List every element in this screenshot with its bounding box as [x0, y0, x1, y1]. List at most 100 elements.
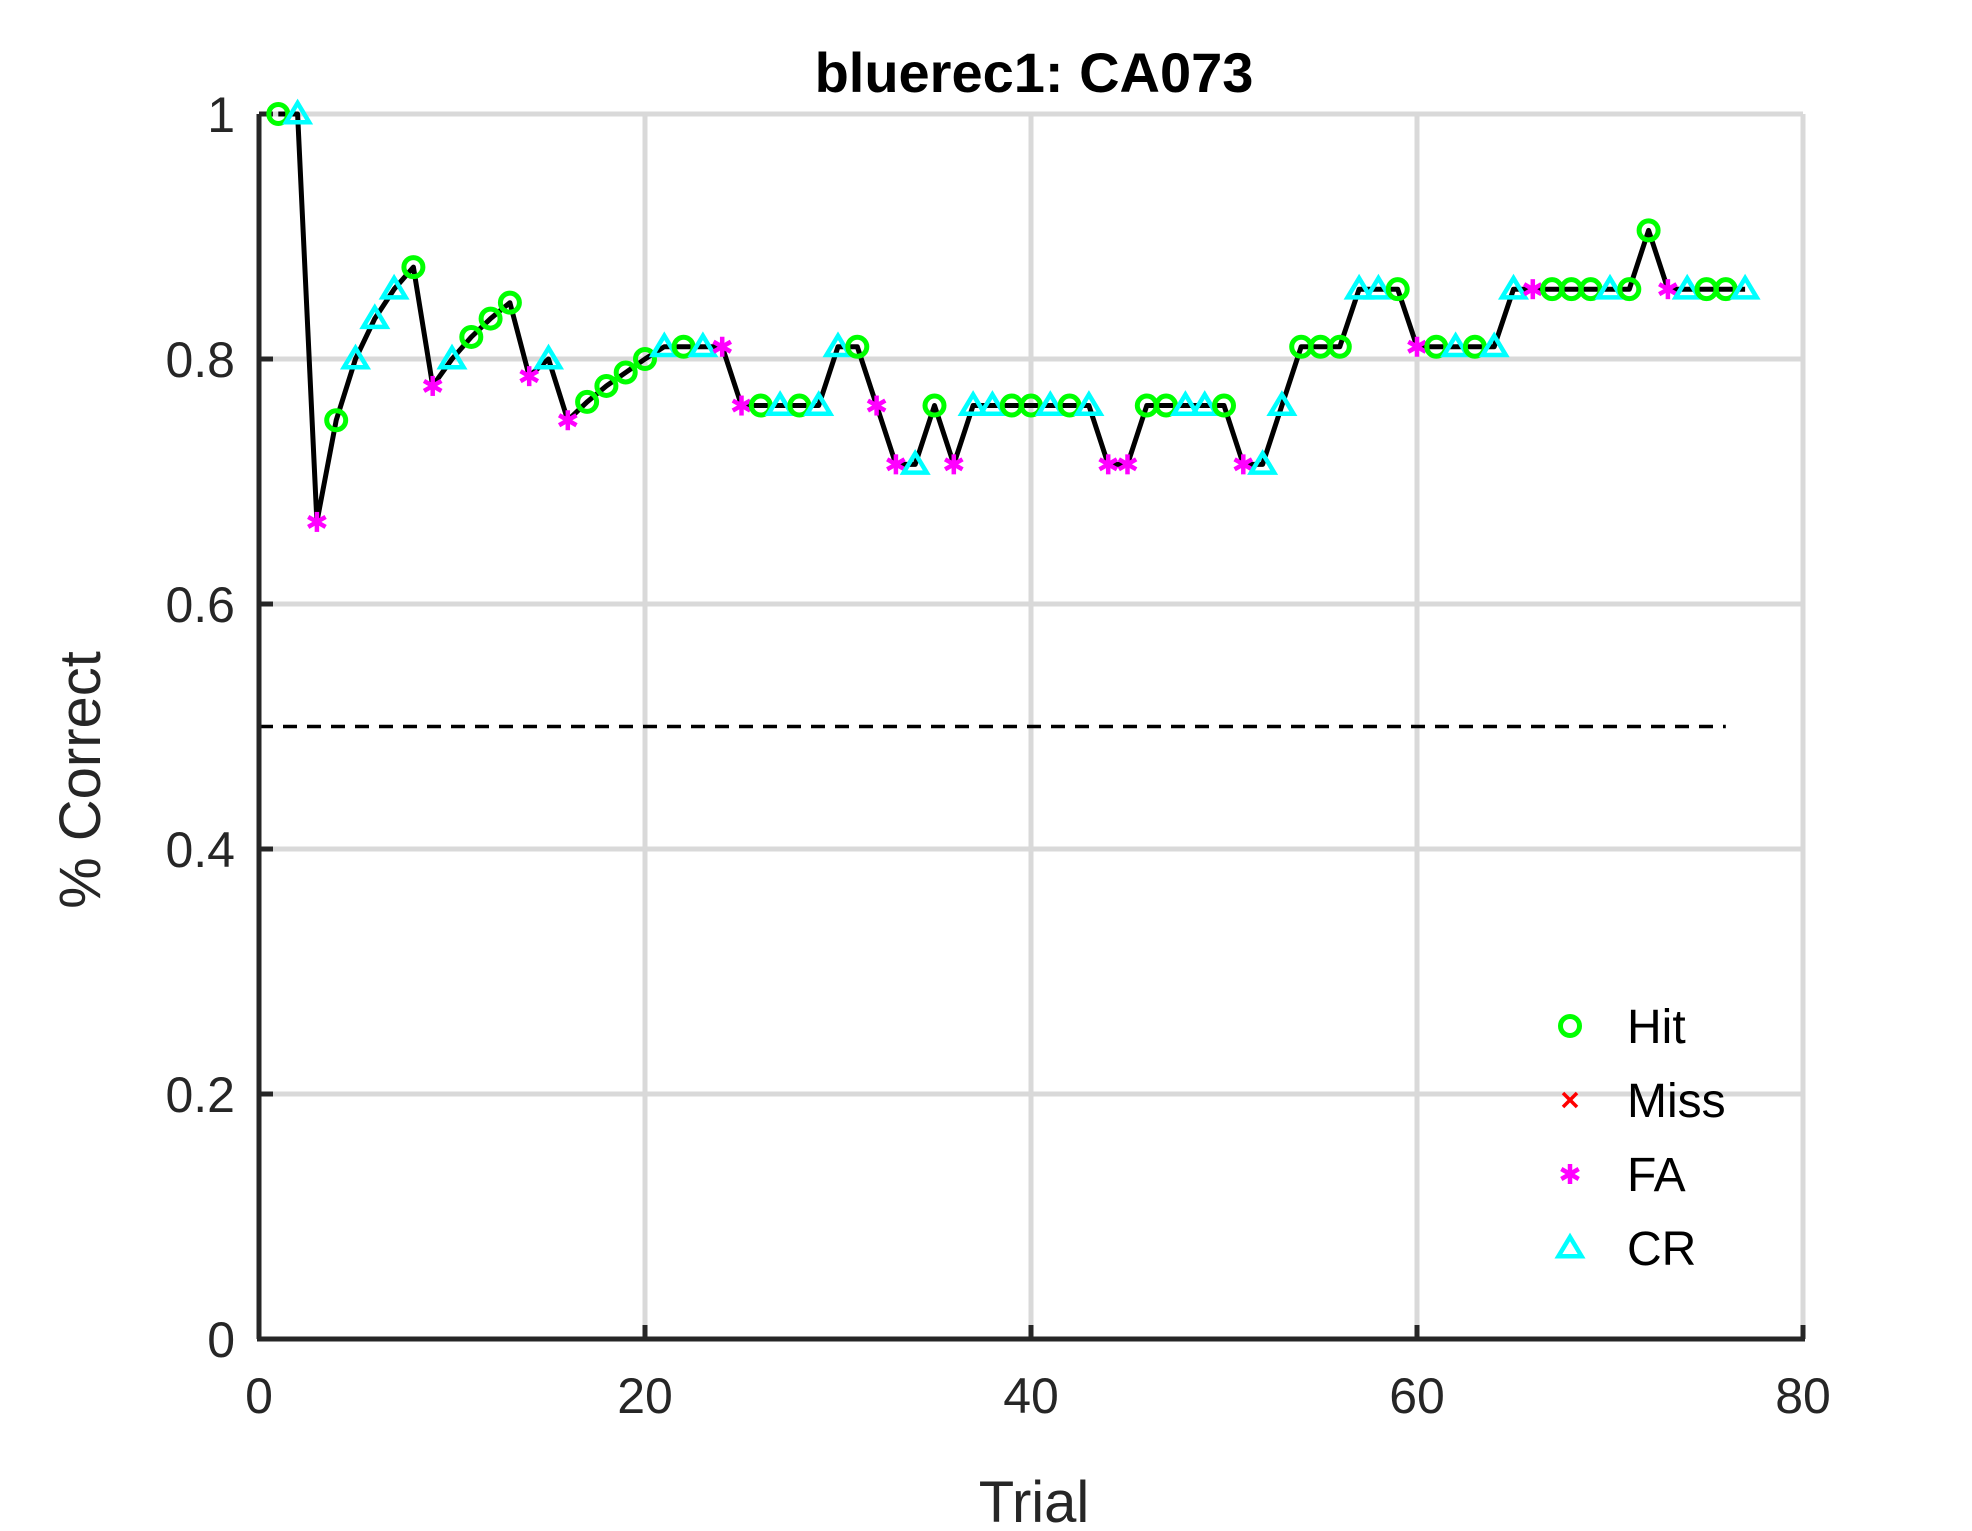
trial-marker-cr: [1073, 390, 1105, 417]
trial-marker-cr: [1266, 390, 1298, 417]
asterisk-stroke: [557, 413, 578, 428]
trial-marker-fa: [519, 366, 540, 387]
trial-marker-cr: [1671, 273, 1703, 300]
trial-marker-cr: [899, 448, 931, 475]
trial-marker-hit: [401, 255, 426, 280]
trial-marker-cr: [822, 331, 854, 358]
trial-marker-cr: [1247, 448, 1279, 475]
asterisk-stroke: [1658, 282, 1678, 297]
trial-marker-cr: [1343, 273, 1375, 300]
trial-marker-cr: [1189, 390, 1221, 417]
asterisk-stroke: [1098, 457, 1119, 472]
trial-marker-fa: [1098, 454, 1119, 475]
trial-marker-cr: [957, 390, 989, 417]
tick-labels: 0 20 40 60 80 0 0.2 0.4 0.6 0.8 1: [165, 87, 1830, 1424]
trial-marker-hit: [1617, 277, 1642, 302]
legend-marker-cr: [1554, 1232, 1586, 1259]
x-tick-label: 0: [245, 1368, 273, 1424]
asterisk-stroke: [307, 514, 327, 529]
trial-marker-fa: [943, 454, 964, 475]
legend-marker-fa: [1560, 1164, 1580, 1184]
asterisk-stroke: [866, 398, 887, 413]
trial-marker-cr: [359, 303, 391, 330]
asterisk-stroke: [712, 339, 733, 354]
trial-marker-hit: [787, 393, 812, 418]
x-tick-label: 60: [1389, 1368, 1445, 1424]
y-tick-label: 0.6: [165, 577, 235, 633]
trial-marker-hit: [324, 408, 349, 433]
trial-marker-cr: [1594, 273, 1626, 300]
asterisk-stroke: [422, 378, 443, 393]
trial-marker-hit: [497, 290, 522, 315]
trial-marker-hit: [1424, 334, 1449, 359]
trial-marker-cr: [1478, 331, 1510, 358]
asterisk-stroke: [943, 457, 964, 472]
asterisk-stroke: [886, 457, 906, 472]
y-tick-label: 0: [207, 1312, 235, 1368]
trial-marker-fa: [1233, 454, 1254, 475]
performance-line-group: [278, 111, 1746, 525]
trial-marker-fa: [712, 336, 733, 357]
grid-lines: [259, 111, 1806, 1339]
trial-marker-cr: [436, 343, 468, 370]
trial-marker-cr: [648, 331, 680, 358]
y-tick-label: 1: [207, 87, 235, 143]
asterisk-stroke: [1560, 1167, 1580, 1181]
performance-line: [278, 111, 1746, 525]
trial-marker-cr: [687, 331, 719, 358]
x-axis-label: Trial: [979, 1470, 1090, 1531]
x-stroke: [1561, 1091, 1579, 1109]
chart-title: bluerec1: CA073: [815, 41, 1254, 104]
trial-marker-cr: [378, 273, 410, 300]
legend-marker-hit: [1558, 1014, 1582, 1038]
trial-marker-cr: [1034, 390, 1066, 417]
trial-marker-fa: [307, 511, 327, 532]
legend: Hit Miss FA CR: [1554, 1001, 1726, 1276]
trial-marker-hit: [748, 393, 773, 418]
trial-marker-hit: [613, 360, 638, 385]
y-tick-label: 0.2: [165, 1067, 235, 1123]
trial-marker-cr: [1497, 273, 1530, 300]
trial-marker-cr: [282, 98, 314, 125]
trial-marker-hit: [1636, 218, 1661, 243]
legend-marker-miss: [1561, 1091, 1579, 1109]
trial-marker-cr: [976, 390, 1008, 417]
trial-marker-hit: [575, 389, 600, 414]
trial-marker-cr: [339, 343, 372, 370]
trial-marker-fa: [1407, 336, 1427, 357]
trial-marker-hit: [1713, 277, 1738, 302]
asterisk-stroke: [731, 398, 752, 413]
asterisk-stroke: [1407, 339, 1427, 354]
trial-marker-cr: [764, 390, 796, 417]
trial-marker-hit: [1462, 334, 1487, 359]
x-tick-label: 40: [1003, 1368, 1059, 1424]
trial-marker-cr: [532, 343, 565, 370]
y-axis-label: % Correct: [48, 651, 113, 909]
x-tick-label: 80: [1775, 1368, 1831, 1424]
x-tick-label: 20: [617, 1368, 673, 1424]
asterisk-stroke: [1233, 457, 1254, 472]
trial-marker-fa: [1117, 454, 1138, 475]
trial-marker-hit: [1057, 393, 1082, 418]
legend-label-miss: Miss: [1627, 1075, 1726, 1128]
trial-marker-hit: [1578, 277, 1603, 302]
trial-marker-hit: [478, 306, 503, 331]
asterisk-stroke: [1117, 457, 1138, 472]
asterisk-stroke: [519, 369, 540, 384]
trial-marker-fa: [886, 454, 906, 475]
y-tick-label: 0.4: [165, 822, 235, 878]
legend-label-fa: FA: [1627, 1149, 1686, 1202]
trial-markers: [266, 98, 1761, 532]
trial-marker-hit: [845, 334, 870, 359]
trial-marker-fa: [731, 395, 752, 416]
trial-marker-cr: [1440, 331, 1472, 358]
trial-marker-hit: [594, 373, 619, 398]
axes: [256, 111, 1806, 1342]
trial-marker-cr: [803, 390, 835, 417]
trial-marker-cr: [1729, 273, 1761, 300]
trial-marker-fa: [422, 375, 443, 396]
trial-marker-hit: [1154, 393, 1179, 418]
trial-marker-fa: [557, 410, 578, 431]
trial-marker-fa: [866, 395, 887, 416]
